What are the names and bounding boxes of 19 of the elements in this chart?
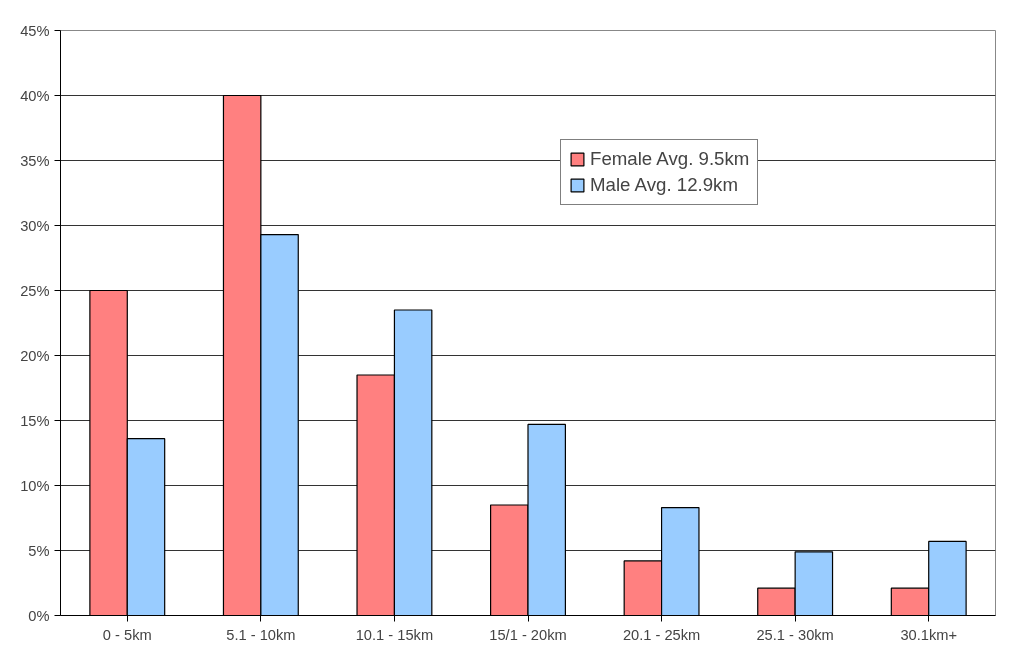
x-tick-label: 0 - 5km xyxy=(102,626,152,643)
x-tick-label: 30.1km+ xyxy=(900,626,958,643)
y-tick-label: 30% xyxy=(20,217,50,234)
y-tick-label: 0% xyxy=(28,607,50,624)
y-tick-label: 10% xyxy=(20,477,50,494)
y-tick-label: 5% xyxy=(28,542,50,559)
y-tick-label: 20% xyxy=(20,347,50,364)
y-tick-label: 35% xyxy=(20,152,50,169)
y-tick-label: 40% xyxy=(20,87,50,104)
y-tick-label: 15% xyxy=(20,412,50,429)
x-tick-label: 25.1 - 30km xyxy=(756,626,834,643)
y-tick-label: 25% xyxy=(20,282,50,299)
x-tick-label: 15/1 - 20km xyxy=(489,626,567,643)
x-tick-label: 5.1 - 10km xyxy=(226,626,296,643)
legend-label: Male Avg. 12.9km xyxy=(590,174,738,196)
y-tick-label: 45% xyxy=(20,22,50,39)
x-tick-label: 10.1 - 15km xyxy=(355,626,434,643)
legend-label: Female Avg. 9.5km xyxy=(590,148,750,170)
x-tick-label: 20.1 - 25km xyxy=(622,626,701,643)
